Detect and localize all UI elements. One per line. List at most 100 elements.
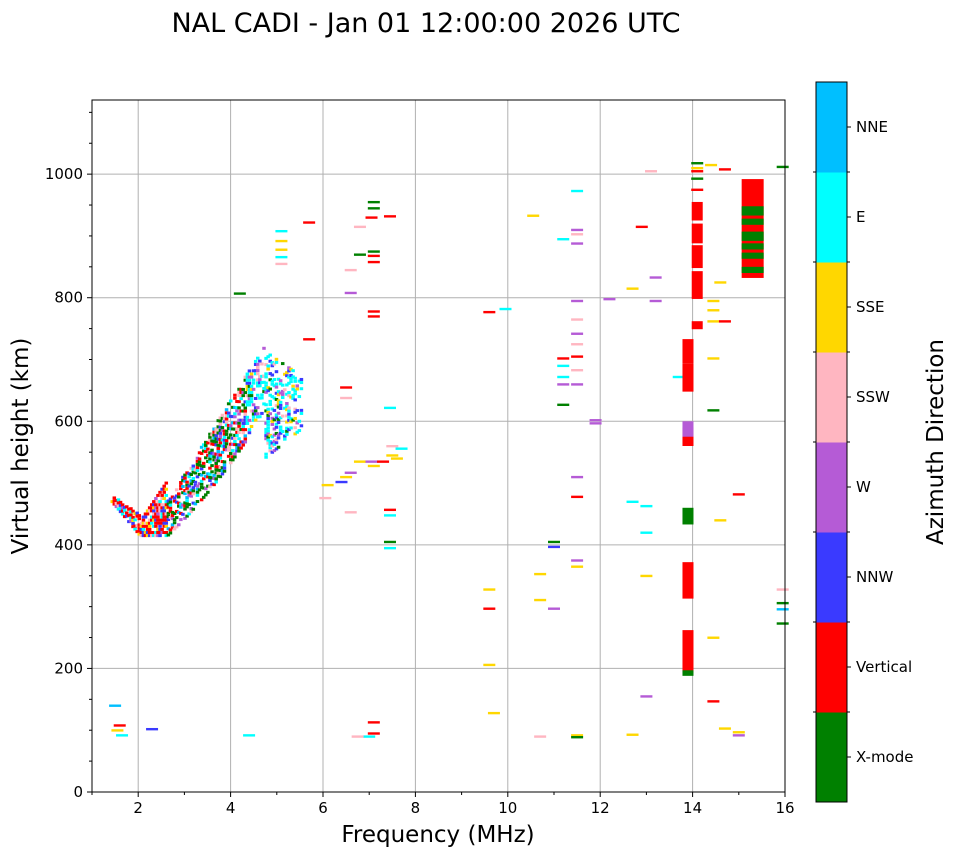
trace-point — [216, 471, 221, 475]
trace-point — [274, 422, 279, 426]
trace-point — [162, 490, 166, 494]
trace-point — [264, 363, 268, 367]
trace-point — [129, 507, 133, 511]
trace-point — [187, 475, 191, 479]
trace-point — [233, 452, 237, 456]
trace-point — [249, 391, 254, 395]
trace-point — [214, 471, 218, 475]
trace-point — [251, 387, 256, 391]
echo-column — [741, 179, 764, 278]
trace-point — [253, 406, 258, 410]
trace-point — [247, 387, 252, 391]
trace-point — [287, 428, 291, 432]
trace-point — [264, 390, 268, 394]
echo-column — [691, 201, 703, 221]
trace-point — [249, 424, 254, 428]
trace-point — [156, 506, 160, 510]
trace-point — [293, 392, 297, 396]
trace-point — [149, 515, 154, 519]
trace-point — [239, 446, 243, 450]
trace-point — [291, 369, 295, 373]
trace-point — [243, 391, 248, 395]
trace-point — [112, 499, 117, 503]
trace-point — [145, 521, 150, 525]
trace-point — [285, 371, 289, 375]
trace-point — [112, 496, 117, 500]
trace-point — [262, 380, 266, 384]
trace-point — [162, 524, 166, 528]
trace-point — [131, 525, 135, 529]
trace-point — [172, 511, 177, 515]
trace-point — [170, 510, 175, 514]
trace-point — [216, 443, 221, 447]
trace-point — [239, 387, 243, 391]
trace-point — [185, 483, 189, 487]
colorbar-label: Vertical — [856, 658, 912, 676]
trace-point — [231, 415, 235, 419]
trace-point — [247, 384, 252, 388]
echo-point — [571, 318, 584, 321]
trace-point — [287, 369, 291, 373]
trace-point — [220, 460, 225, 464]
trace-point — [164, 506, 169, 510]
trace-point — [187, 490, 191, 494]
trace-point — [274, 416, 279, 420]
trace-point — [231, 458, 235, 462]
echo-point — [571, 343, 584, 346]
echo-point — [571, 355, 584, 358]
trace-point — [291, 393, 295, 397]
trace-point — [289, 380, 293, 384]
trace-point — [139, 527, 144, 531]
trace-point — [129, 516, 133, 520]
trace-point — [172, 527, 177, 531]
echo-column — [691, 223, 703, 244]
trace-point — [164, 518, 169, 522]
trace-point — [170, 526, 175, 530]
trace-point — [158, 509, 162, 513]
trace-point — [216, 419, 221, 423]
trace-point — [270, 382, 275, 386]
trace-point — [268, 449, 272, 453]
trace-point — [218, 431, 223, 435]
trace-point — [189, 494, 193, 498]
trace-point — [287, 418, 291, 422]
trace-point — [247, 381, 252, 385]
trace-point — [216, 425, 221, 429]
trace-point — [129, 519, 133, 523]
echo-point — [626, 287, 639, 290]
trace-point — [260, 374, 264, 378]
trace-point — [268, 372, 272, 376]
trace-point — [110, 500, 114, 504]
x-tick-label: 8 — [411, 799, 421, 817]
echo-point — [626, 733, 639, 736]
trace-point — [274, 397, 279, 401]
echo-point — [640, 574, 653, 578]
y-tick-label: 1000 — [45, 165, 83, 183]
trace-point — [235, 449, 239, 453]
trace-point — [258, 396, 262, 400]
trace-point — [195, 490, 200, 494]
trace-point — [133, 512, 137, 516]
echo-column — [691, 321, 703, 330]
trace-point — [256, 384, 260, 388]
trace-point — [164, 493, 169, 497]
colorbar: X-mode Vertical NNW W SSW SSE E NNE — [813, 81, 913, 803]
trace-point — [224, 420, 229, 424]
trace-point — [280, 383, 285, 387]
trace-point — [253, 396, 258, 400]
trace-point — [139, 524, 144, 528]
trace-point — [235, 427, 239, 431]
trace-point — [268, 353, 272, 357]
trace-point — [268, 446, 272, 450]
trace-point — [297, 419, 302, 423]
trace-point — [191, 470, 196, 474]
echo-point — [649, 276, 662, 279]
echo-point — [275, 239, 288, 243]
trace-point — [191, 486, 196, 490]
trace-point — [160, 506, 164, 510]
echo-point — [707, 357, 720, 360]
trace-point — [222, 417, 227, 421]
trace-point — [218, 419, 223, 423]
trace-point — [141, 527, 146, 531]
trace-point — [185, 505, 189, 509]
